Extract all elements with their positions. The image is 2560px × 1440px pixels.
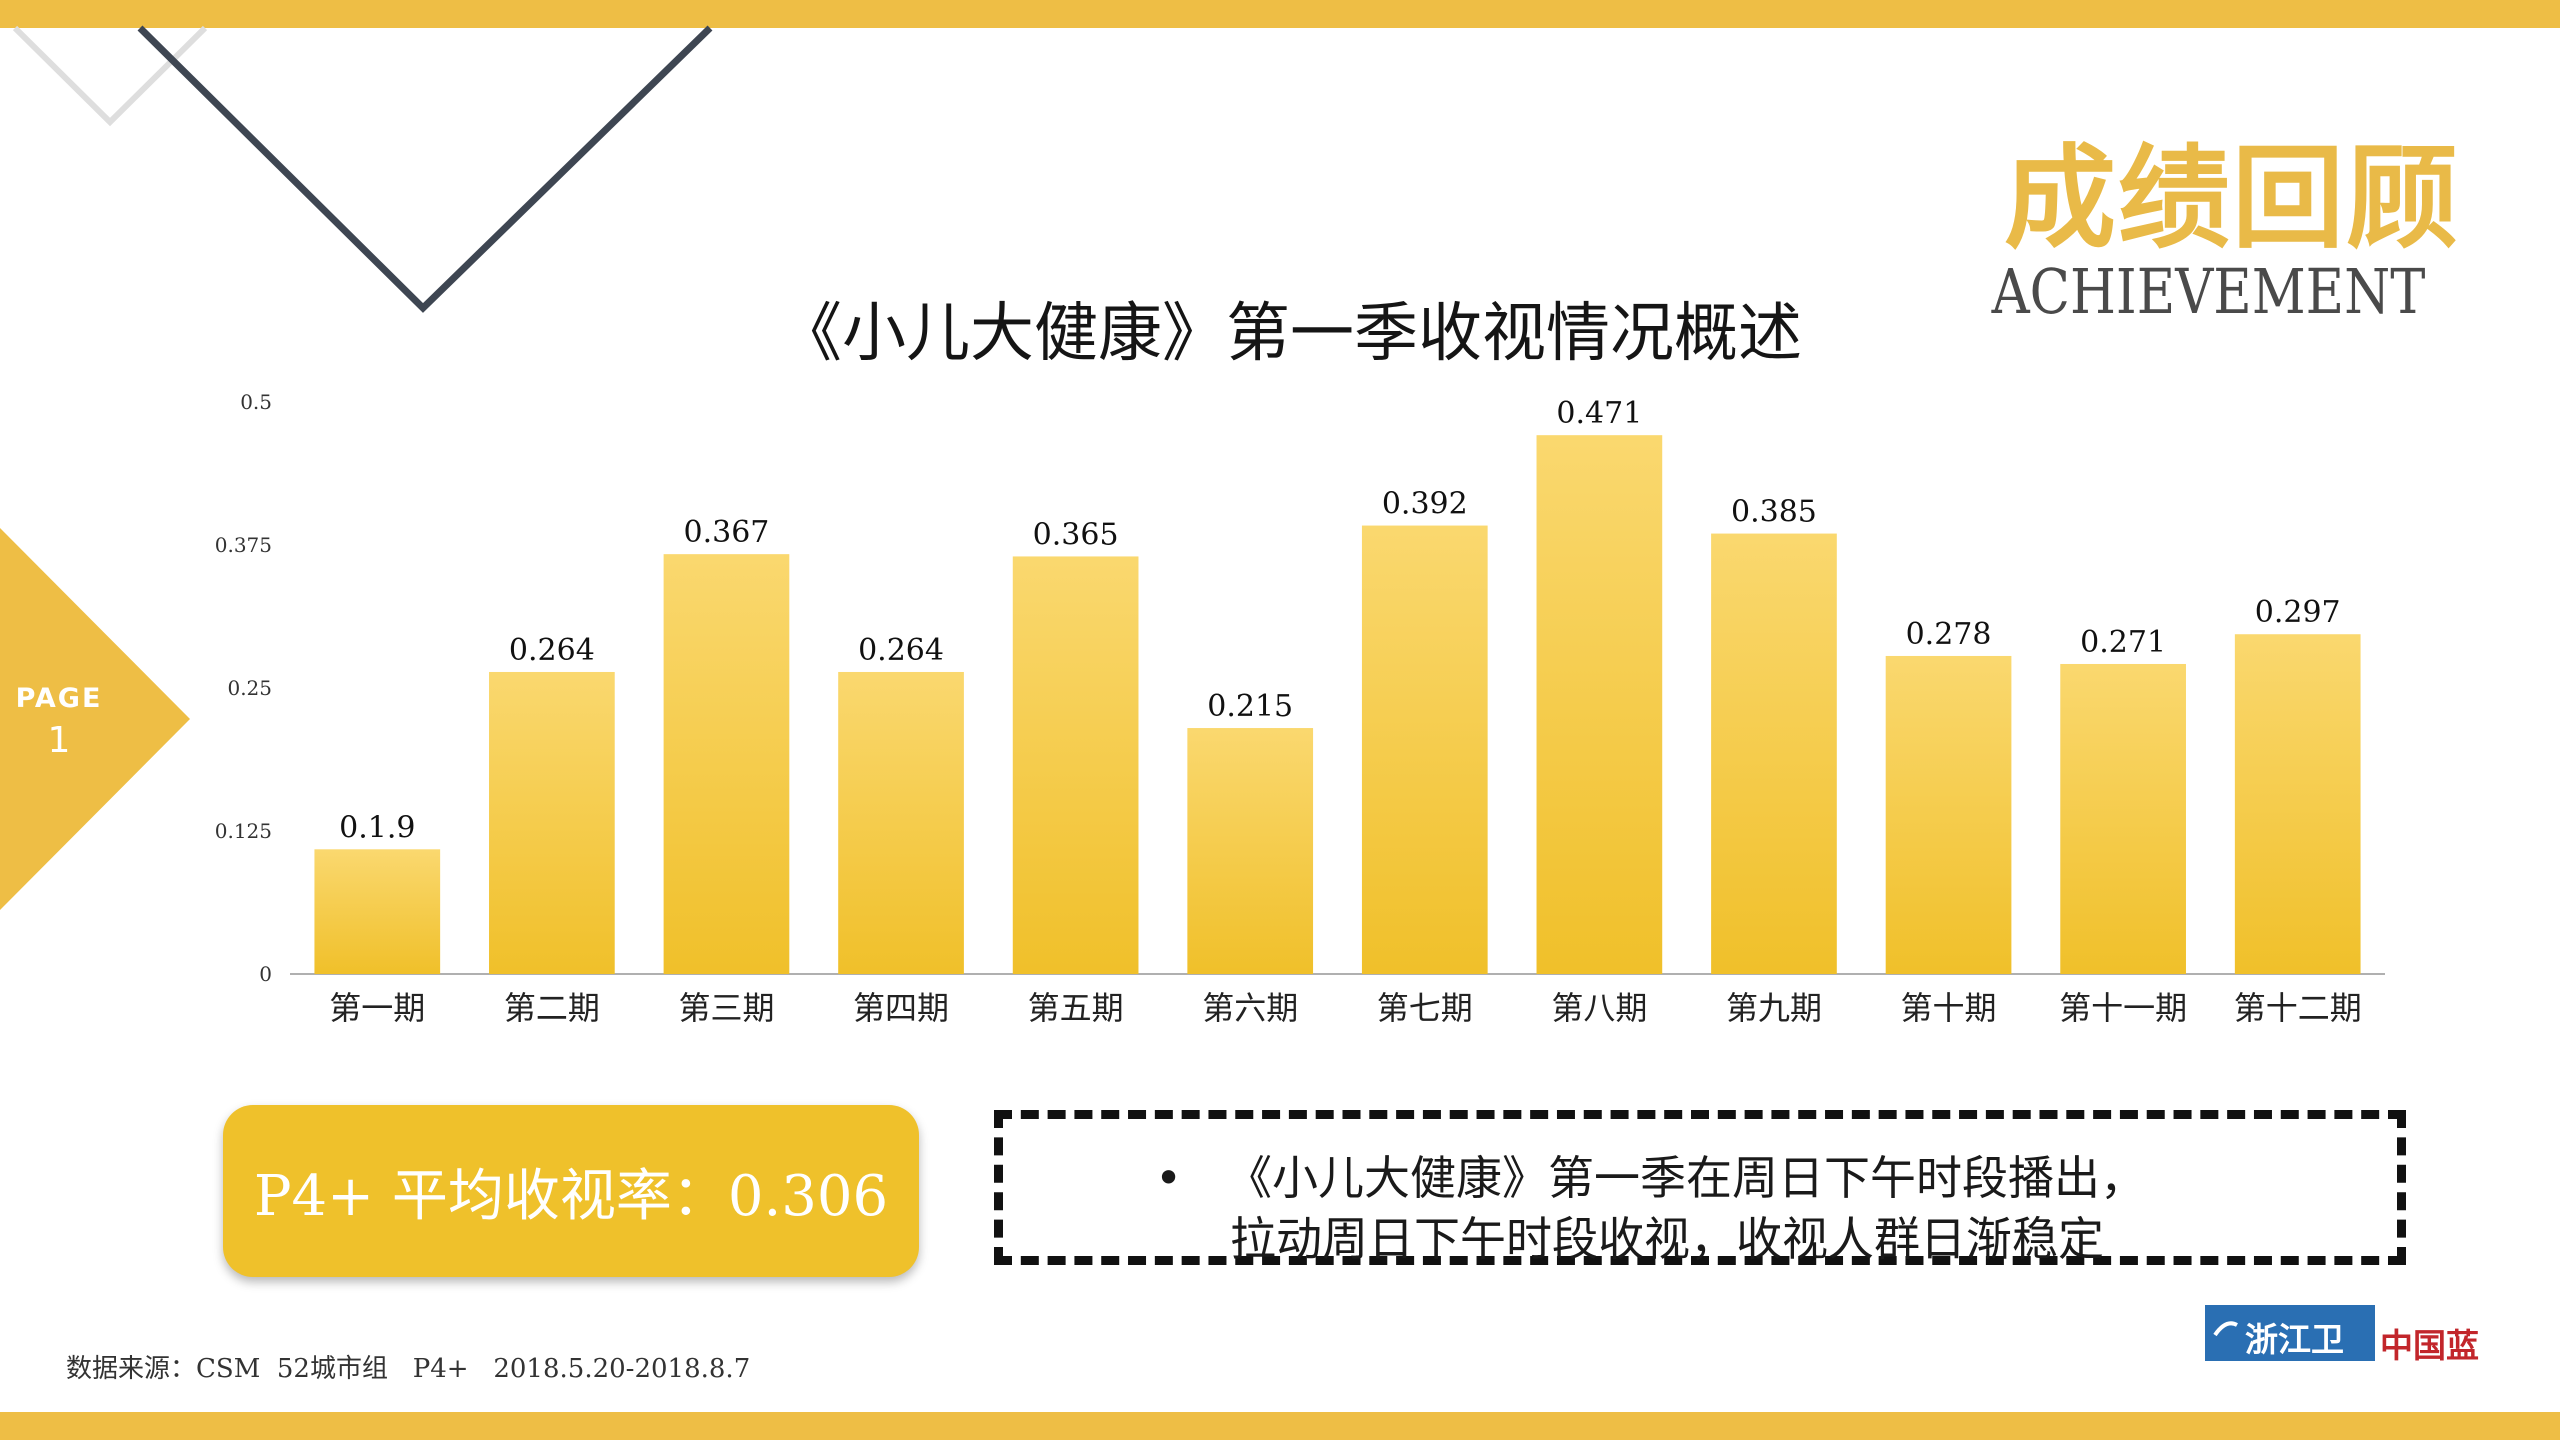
average-rating-box: P4+ 平均收视率：0.306	[223, 1105, 919, 1277]
bar	[1711, 533, 1837, 974]
data-label: 0.392	[1382, 487, 1468, 522]
page-arrow-shape	[0, 528, 190, 910]
bar	[2060, 663, 2186, 974]
bar	[838, 671, 964, 974]
chart-title: 《小儿大健康》第一季收视情况概述	[778, 297, 1802, 371]
page-arrow	[0, 528, 190, 910]
bottom-accent-band	[0, 1412, 2560, 1440]
x-tick-label: 第九期	[1726, 989, 1822, 1027]
data-label: 0.471	[1556, 396, 1642, 431]
data-label: 0.365	[1033, 517, 1119, 552]
y-tick-label: 0.25	[227, 676, 272, 700]
data-label: 0.385	[1731, 495, 1817, 530]
channel-logo: 浙江卫视 中国蓝	[2205, 1305, 2495, 1407]
bar	[663, 554, 790, 974]
x-tick-label: 第十一期	[2059, 989, 2187, 1027]
x-tick-label: 第二期	[504, 989, 600, 1027]
logo-box: 浙江卫视	[2205, 1305, 2375, 1407]
y-tick-label: 0.5	[240, 390, 272, 414]
data-label: 0.215	[1207, 689, 1293, 724]
average-rating-text: P4+ 平均收视率：0.306	[253, 1163, 889, 1229]
top-accent-band	[0, 0, 2560, 28]
x-tick-label: 第一期	[329, 989, 425, 1027]
y-tick-label: 0	[259, 962, 272, 986]
ratings-bar-chart: 0 0.125 0.25 0.375 0.5 0.1.9 第一期 0.264 第二期 0.367 第…	[215, 390, 2385, 1027]
light-chevron	[12, 25, 208, 127]
data-label: 0.278	[1906, 617, 1992, 652]
data-label: 0.1.9	[339, 810, 415, 845]
note-line-1: • 《小儿大健康》第一季在周日下午时段播出，	[1155, 1142, 2146, 1208]
x-tick-label: 第四期	[853, 989, 949, 1027]
bar	[1187, 728, 1314, 974]
y-tick-label: 0.375	[215, 533, 272, 557]
data-label: 0.264	[509, 633, 595, 668]
bar	[1361, 525, 1488, 974]
bar	[1536, 435, 1663, 974]
section-title: 成绩回顾	[2004, 134, 2460, 264]
logo-slogan: 中国蓝	[2380, 1326, 2479, 1365]
note-bullet: •	[1155, 1151, 1183, 1205]
bar	[489, 671, 615, 974]
data-label: 0.297	[2255, 595, 2341, 630]
data-label: 0.271	[2080, 625, 2166, 660]
x-tick-label: 第五期	[1028, 989, 1124, 1027]
data-label: 0.264	[858, 633, 944, 668]
note-line-2: 拉动周日下午时段收视，收视人群日渐稳定	[1230, 1212, 2104, 1266]
x-tick-label: 第三期	[678, 989, 774, 1027]
x-tick-label: 第八期	[1551, 989, 1647, 1027]
bar	[2234, 634, 2361, 974]
decorative-chevrons	[12, 25, 713, 313]
data-source-note: 数据来源：CSM 52城市组 P4+ 2018.5.20-2018.8.7	[66, 1354, 751, 1384]
data-label: 0.367	[684, 515, 770, 550]
x-tick-label: 第六期	[1202, 989, 1298, 1027]
note-text-1: 《小儿大健康》第一季在周日下午时段播出，	[1226, 1151, 2147, 1205]
bar	[314, 849, 441, 974]
bar	[1012, 556, 1139, 974]
x-tick-label: 第十二期	[2234, 989, 2362, 1027]
page-label: PAGE	[15, 683, 103, 714]
section-subtitle: ACHIEVEMENT	[1991, 255, 2425, 328]
x-tick-label: 第十期	[1901, 989, 1997, 1027]
page-number: 1	[47, 720, 71, 761]
bar	[1885, 655, 2012, 974]
y-tick-label: 0.125	[215, 819, 272, 843]
note-box	[994, 1110, 2406, 1265]
wave-icon	[2213, 1321, 2238, 1337]
logo-channel-name: 浙江卫视	[2245, 1320, 2344, 1407]
dark-chevron	[137, 25, 713, 313]
x-tick-label: 第七期	[1377, 989, 1473, 1027]
